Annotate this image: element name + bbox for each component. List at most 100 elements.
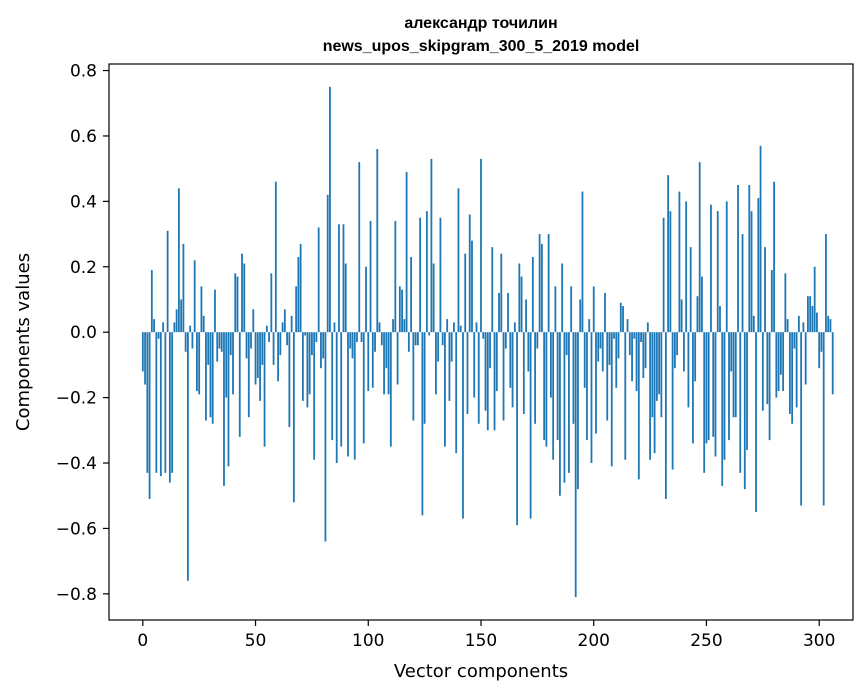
bar-38 xyxy=(227,332,230,467)
bar-113 xyxy=(396,332,399,385)
bar-212 xyxy=(619,302,622,333)
bar-84 xyxy=(331,332,334,441)
y-tick-label-5: 0.2 xyxy=(70,258,97,278)
y-tick-label-3: −0.2 xyxy=(56,389,97,409)
bar-257 xyxy=(721,332,724,486)
bar-281 xyxy=(775,332,778,398)
bar-226 xyxy=(651,332,654,418)
bar-239 xyxy=(680,299,683,333)
bar-114 xyxy=(398,286,401,333)
x-tick-label-50: 50 xyxy=(245,631,267,651)
bar-283 xyxy=(779,332,782,375)
bar-202 xyxy=(597,332,600,362)
plot-frame xyxy=(108,63,854,621)
bar-58 xyxy=(272,332,275,365)
bar-61 xyxy=(279,332,282,356)
bar-130 xyxy=(435,332,437,395)
bar-158 xyxy=(498,292,500,333)
bar-284 xyxy=(782,332,785,392)
bar-201 xyxy=(595,332,597,434)
bar-192 xyxy=(574,332,577,598)
bar-29 xyxy=(207,332,210,365)
bar-103 xyxy=(374,332,376,352)
bar-18 xyxy=(182,243,185,333)
bar-261 xyxy=(730,332,733,372)
bar-234 xyxy=(669,211,672,333)
bar-302 xyxy=(822,332,825,506)
bar-209 xyxy=(613,332,615,339)
bar-304 xyxy=(827,315,830,333)
bar-53 xyxy=(261,332,264,365)
bar-154 xyxy=(489,332,491,369)
bar-269 xyxy=(748,185,751,333)
bar-82 xyxy=(326,194,329,333)
bar-48 xyxy=(250,332,252,349)
bar-31 xyxy=(211,332,214,424)
bar-278 xyxy=(768,332,771,441)
bar-137 xyxy=(450,332,453,362)
bar-238 xyxy=(678,191,681,333)
bar-245 xyxy=(694,332,697,382)
bar-225 xyxy=(649,332,651,460)
bar-series xyxy=(141,86,834,598)
bar-200 xyxy=(592,286,595,333)
bar-171 xyxy=(527,332,530,372)
bar-287 xyxy=(788,332,791,414)
bar-184 xyxy=(556,332,559,441)
bar-227 xyxy=(653,332,656,454)
bar-170 xyxy=(525,299,527,333)
bar-268 xyxy=(746,332,748,450)
y-tick-label-6: 0.4 xyxy=(70,192,97,212)
bar-124 xyxy=(421,332,424,516)
bar-168 xyxy=(520,276,523,333)
bar-207 xyxy=(608,332,611,365)
y-tick-label-7: 0.6 xyxy=(70,127,97,147)
bar-190 xyxy=(570,286,573,333)
bar-147 xyxy=(473,332,476,398)
bar-181 xyxy=(549,332,552,398)
bar-271 xyxy=(752,315,755,333)
bar-63 xyxy=(283,309,286,333)
bar-178 xyxy=(543,332,546,441)
bar-186 xyxy=(561,263,564,333)
bar-161 xyxy=(504,332,507,349)
bar-153 xyxy=(486,332,489,431)
x-tick-label-100: 100 xyxy=(352,631,384,651)
bar-145 xyxy=(468,214,471,333)
x-axis-label: Vector components xyxy=(394,661,568,682)
bar-179 xyxy=(545,332,548,447)
bar-39 xyxy=(229,332,232,356)
bar-32 xyxy=(214,289,216,333)
bar-259 xyxy=(725,201,728,333)
bar-198 xyxy=(588,319,591,333)
bar-215 xyxy=(626,319,629,333)
bar-210 xyxy=(615,332,618,388)
bar-21 xyxy=(189,325,192,333)
bar-197 xyxy=(586,332,588,441)
bar-224 xyxy=(646,322,649,333)
bar-244 xyxy=(692,332,694,444)
bar-45 xyxy=(243,263,246,333)
bar-141 xyxy=(459,325,462,333)
y-tick-label-2: −0.4 xyxy=(56,454,97,474)
bar-160 xyxy=(502,332,505,421)
bar-97 xyxy=(360,332,363,342)
bar-111 xyxy=(392,319,394,333)
bar-255 xyxy=(716,211,719,333)
bar-14 xyxy=(173,322,176,333)
bar-135 xyxy=(446,319,449,333)
bar-19 xyxy=(184,332,187,352)
bar-75 xyxy=(311,332,313,356)
bar-131 xyxy=(437,332,440,362)
bar-43 xyxy=(238,332,241,437)
y-axis-ticks: −0.8 −0.6 −0.4 −0.2 0.0 0.2 0.4 0.6 0.8 xyxy=(56,62,109,605)
bar-285 xyxy=(784,273,787,333)
bar-143 xyxy=(464,253,467,333)
bar-219 xyxy=(635,332,638,392)
bar-101 xyxy=(369,220,372,333)
bar-81 xyxy=(324,332,327,542)
bar-211 xyxy=(617,332,620,359)
bar-262 xyxy=(732,332,735,418)
bar-249 xyxy=(703,332,706,473)
bar-9 xyxy=(162,322,165,333)
